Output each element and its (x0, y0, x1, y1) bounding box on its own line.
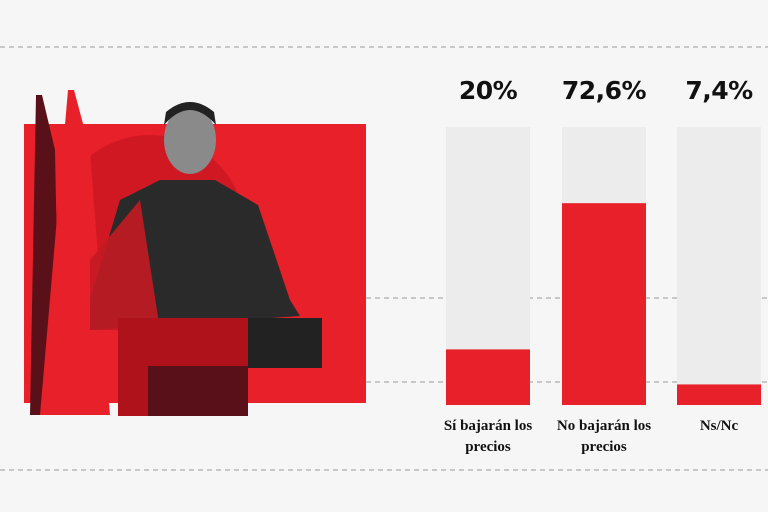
red-overlay (90, 200, 160, 330)
bar (677, 384, 761, 405)
category-label: No bajarán los precios (556, 418, 652, 455)
value-label: 72,6% (561, 76, 647, 105)
value-label: 7,4% (685, 76, 753, 105)
category-label: Ns/Nc (699, 418, 739, 434)
bar (446, 349, 530, 405)
illustration (24, 90, 366, 416)
bar-track (677, 127, 761, 405)
category-label: Sí bajarán los precios (443, 418, 533, 455)
person-head (164, 106, 216, 174)
bar (562, 203, 646, 405)
flag (40, 90, 110, 415)
value-label: 20% (458, 76, 518, 105)
bars (446, 127, 761, 405)
person-hair (164, 102, 216, 125)
podium-shadow (148, 366, 248, 416)
